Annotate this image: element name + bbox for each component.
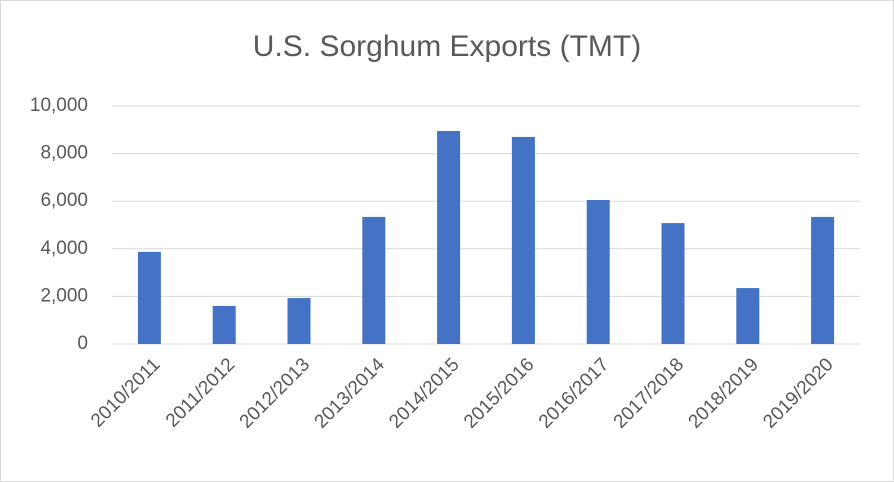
- bar: [586, 200, 610, 344]
- bar: [511, 136, 535, 344]
- bar: [811, 216, 835, 344]
- bar: [362, 216, 386, 344]
- bar: [736, 288, 760, 344]
- y-tick-label: 8,000: [40, 143, 88, 164]
- bar: [437, 130, 461, 344]
- chart-title: U.S. Sorghum Exports (TMT): [253, 30, 641, 63]
- bar: [137, 251, 161, 344]
- y-tick-label: 0: [77, 333, 88, 354]
- bar: [661, 223, 685, 344]
- bar: [212, 305, 236, 344]
- y-tick-label: 2,000: [40, 285, 88, 306]
- y-tick-label: 4,000: [40, 238, 88, 259]
- y-tick-label: 10,000: [30, 95, 88, 116]
- y-tick-label: 6,000: [40, 190, 88, 211]
- bar: [287, 298, 311, 344]
